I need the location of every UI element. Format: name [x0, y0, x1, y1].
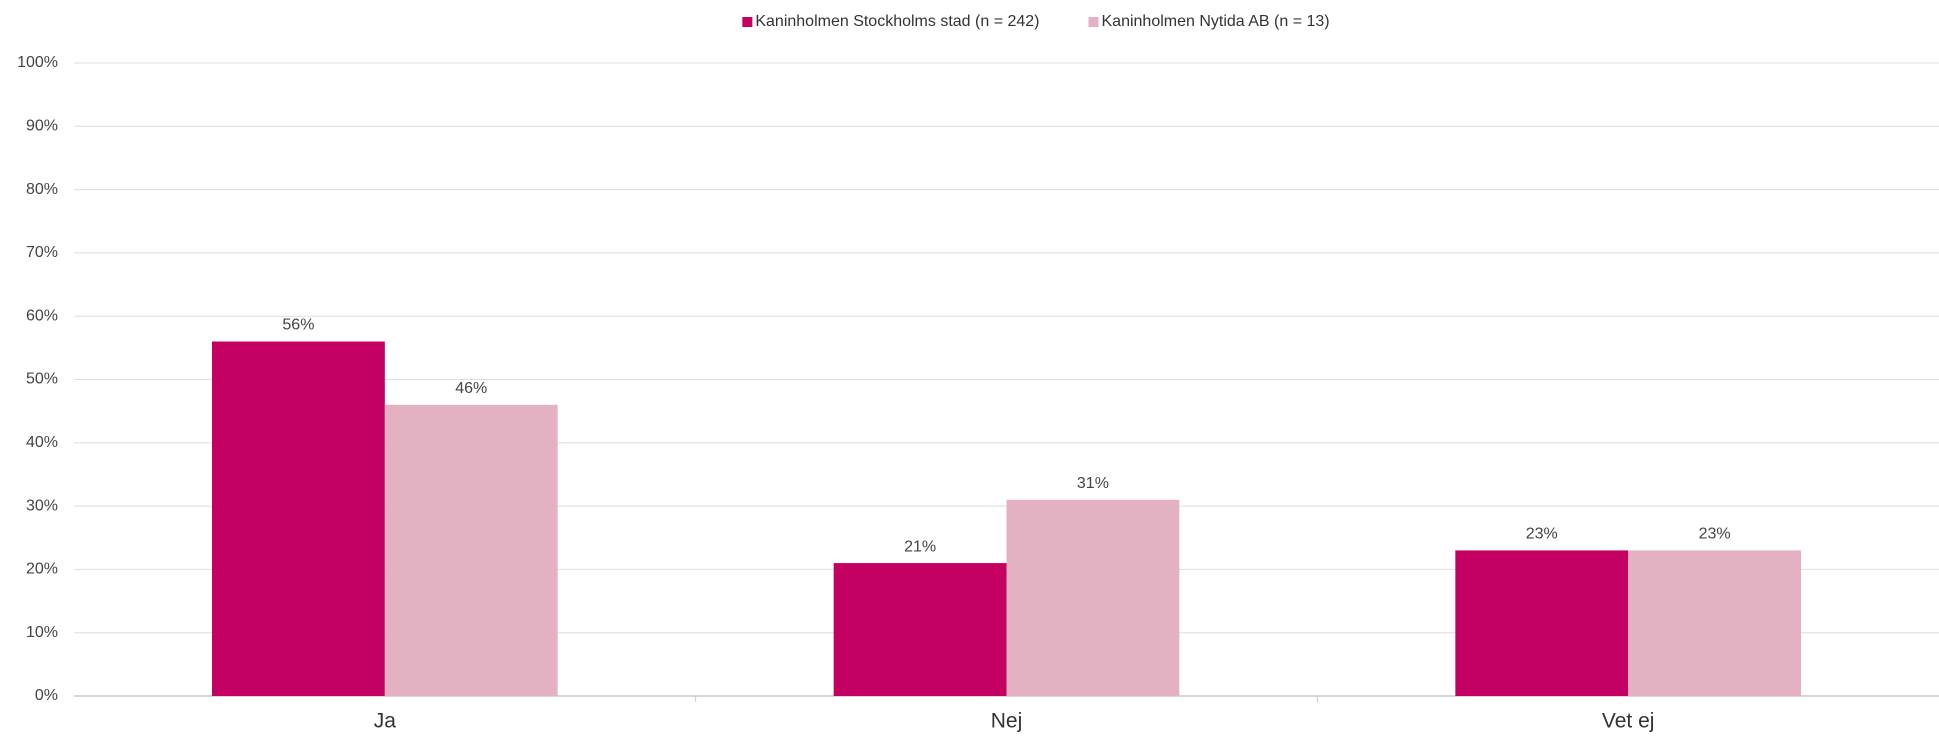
y-tick-label: 80%	[26, 181, 58, 198]
legend-swatch	[1088, 17, 1099, 27]
bar	[384, 404, 558, 696]
data-label: 23%	[1526, 526, 1558, 543]
bar	[1006, 499, 1180, 696]
y-tick-label: 40%	[26, 434, 58, 451]
y-tick-label: 90%	[26, 118, 58, 135]
data-label: 23%	[1699, 526, 1731, 543]
data-label: 21%	[904, 538, 936, 555]
bar	[212, 341, 385, 696]
data-label: 56%	[282, 317, 314, 334]
y-tick-label: 50%	[26, 371, 58, 388]
legend-swatch	[742, 17, 753, 27]
legend-label: Kaninholmen Nytida AB (n = 13)	[1102, 13, 1330, 30]
y-tick-label: 0%	[35, 687, 58, 704]
legend-label: Kaninholmen Stockholms stad (n = 242)	[755, 13, 1039, 30]
y-tick-label: 70%	[26, 244, 58, 261]
bar	[1628, 550, 1801, 696]
y-tick-label: 20%	[26, 561, 58, 578]
y-tick-label: 100%	[17, 54, 58, 71]
bar	[833, 563, 1007, 696]
data-label: 46%	[455, 380, 487, 397]
x-tick-label: Nej	[991, 710, 1023, 733]
bar	[1455, 550, 1629, 696]
x-tick-label: Ja	[374, 710, 397, 733]
data-label: 31%	[1077, 475, 1109, 492]
y-tick-label: 10%	[26, 624, 58, 641]
y-tick-label: 60%	[26, 307, 58, 324]
y-tick-label: 30%	[26, 497, 58, 514]
x-tick-label: Vet ej	[1602, 710, 1655, 733]
